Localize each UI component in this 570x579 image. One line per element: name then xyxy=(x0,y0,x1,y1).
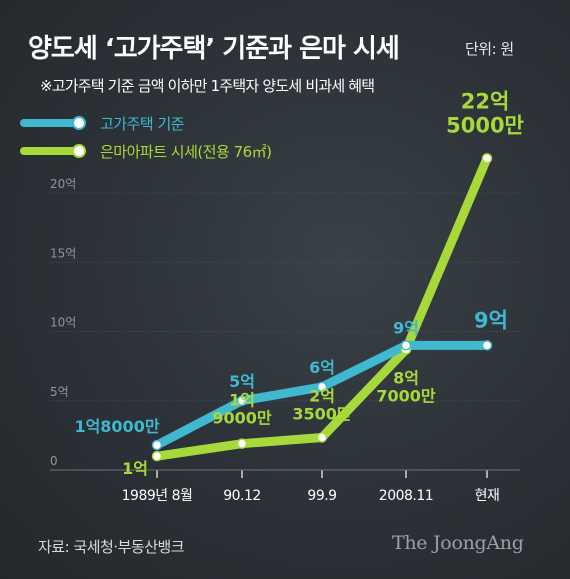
data-point xyxy=(236,395,248,406)
data-label: 6억 xyxy=(309,358,335,377)
data-label: 1억8000만 xyxy=(74,417,159,436)
data-point xyxy=(481,340,493,351)
legend-swatch-eunma xyxy=(20,144,86,158)
data-label: 8억 7000만 xyxy=(376,369,436,406)
legend-label-threshold: 고가주택 기준 xyxy=(100,114,185,133)
y-tick-label: 0 xyxy=(50,454,58,468)
data-label: 9억 xyxy=(393,318,419,337)
data-label: 22억 5000만 xyxy=(446,89,524,137)
data-label: 5억 xyxy=(229,372,255,391)
legend-swatch-threshold xyxy=(20,116,86,130)
data-label: 1억 9000만 xyxy=(212,391,272,428)
y-tick-label: 20억 xyxy=(50,177,76,191)
data-point xyxy=(481,153,493,164)
y-tick-label: 10억 xyxy=(50,316,76,330)
data-point xyxy=(400,340,412,351)
y-tick-label: 15억 xyxy=(50,246,76,260)
source-note: 자료: 국세청·부동산뱅크 xyxy=(38,538,185,556)
legend-item-threshold: 고가주택 기준 xyxy=(20,113,185,133)
x-tick-label: 현재 xyxy=(475,488,500,504)
data-label: 2억 3500만 xyxy=(292,386,352,423)
data-point xyxy=(236,438,248,449)
y-tick-label: 5억 xyxy=(50,385,69,399)
x-tick-label: 90.12 xyxy=(223,488,261,504)
data-point xyxy=(151,450,163,462)
data-label: 9억 xyxy=(474,308,508,332)
data-label: 1억 xyxy=(122,459,148,478)
data-point xyxy=(316,432,328,443)
legend-label-eunma: 은마아파트 시세(전용 76㎡) xyxy=(100,142,272,161)
data-point xyxy=(316,381,328,393)
footnote: ※고가주택 기준 금액 이하만 1주택자 양도세 비과세 혜택 xyxy=(40,77,375,95)
x-tick-label: 1989년 8월 xyxy=(122,488,193,504)
data-point xyxy=(151,439,163,451)
legend-item-eunma: 은마아파트 시세(전용 76㎡) xyxy=(20,141,272,161)
chart-title: 양도세 ‘고가주택’ 기준과 은마 시세 xyxy=(28,34,400,64)
x-tick-label: 99.9 xyxy=(307,488,336,504)
x-tick-label: 2008.11 xyxy=(379,488,433,504)
brand-logo: The JoongAng xyxy=(392,532,524,554)
unit-label: 단위: 원 xyxy=(465,40,514,58)
